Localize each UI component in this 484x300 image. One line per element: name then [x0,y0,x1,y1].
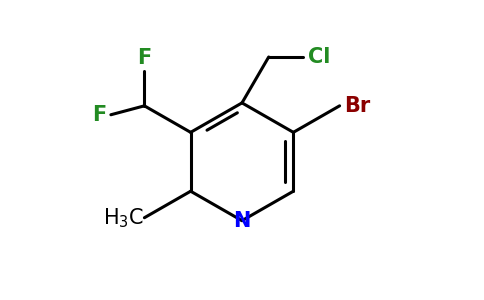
Text: N: N [233,211,251,231]
Text: H$_3$C: H$_3$C [103,206,144,230]
Text: Cl: Cl [308,47,331,67]
Text: Br: Br [345,96,371,116]
Text: F: F [92,105,106,125]
Text: F: F [137,48,151,68]
